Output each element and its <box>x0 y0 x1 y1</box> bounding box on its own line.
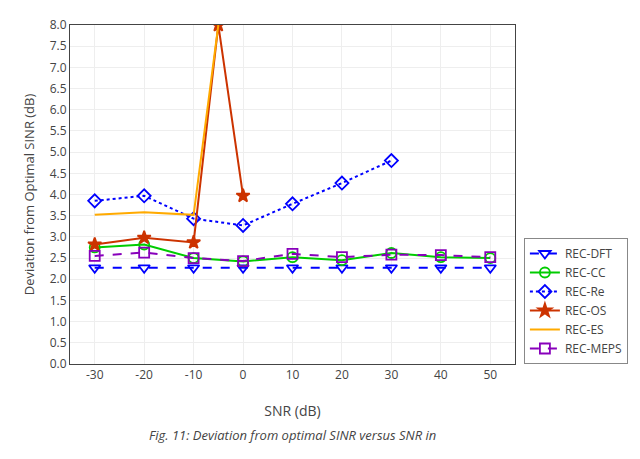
svg-text:3.0: 3.0 <box>50 228 67 245</box>
svg-text:REC-ES: REC-ES <box>565 321 604 338</box>
svg-text:2.0: 2.0 <box>50 270 67 287</box>
svg-text:0.5: 0.5 <box>50 334 67 351</box>
svg-text:Fig. 11: Deviation from optima: Fig. 11: Deviation from optimal SINR ver… <box>149 426 436 444</box>
svg-text:1.0: 1.0 <box>50 313 67 330</box>
svg-text:7.5: 7.5 <box>50 37 67 54</box>
svg-text:40: 40 <box>434 366 448 383</box>
svg-text:SNR (dB): SNR (dB) <box>264 401 320 420</box>
svg-text:50: 50 <box>483 366 497 383</box>
svg-text:5.5: 5.5 <box>50 122 67 139</box>
svg-text:REC-Re: REC-Re <box>565 283 605 300</box>
svg-text:0: 0 <box>240 366 247 383</box>
svg-text:REC-CC: REC-CC <box>565 264 606 281</box>
svg-text:6.5: 6.5 <box>50 80 67 97</box>
svg-text:5.0: 5.0 <box>50 143 67 160</box>
svg-text:2.5: 2.5 <box>50 249 67 266</box>
svg-text:7.0: 7.0 <box>50 59 67 76</box>
svg-text:4.5: 4.5 <box>50 165 67 182</box>
svg-text:6.0: 6.0 <box>50 101 67 118</box>
svg-text:10: 10 <box>286 366 300 383</box>
svg-text:-20: -20 <box>135 366 153 383</box>
svg-text:8.0: 8.0 <box>50 16 67 33</box>
svg-text:-30: -30 <box>86 366 104 383</box>
svg-text:3.5: 3.5 <box>50 207 67 224</box>
svg-text:4.0: 4.0 <box>50 186 67 203</box>
svg-text:-10: -10 <box>185 366 203 383</box>
svg-text:Deviation from Optimal SINR (d: Deviation from Optimal SINR (dB) <box>20 94 38 296</box>
svg-text:30: 30 <box>385 366 399 383</box>
svg-text:20: 20 <box>335 366 349 383</box>
svg-text:REC-OS: REC-OS <box>565 302 606 319</box>
svg-text:REC-DFT: REC-DFT <box>565 245 612 262</box>
svg-text:0.0: 0.0 <box>50 355 67 372</box>
svg-text:1.5: 1.5 <box>50 292 67 309</box>
svg-text:REC-MEPS: REC-MEPS <box>565 340 622 357</box>
